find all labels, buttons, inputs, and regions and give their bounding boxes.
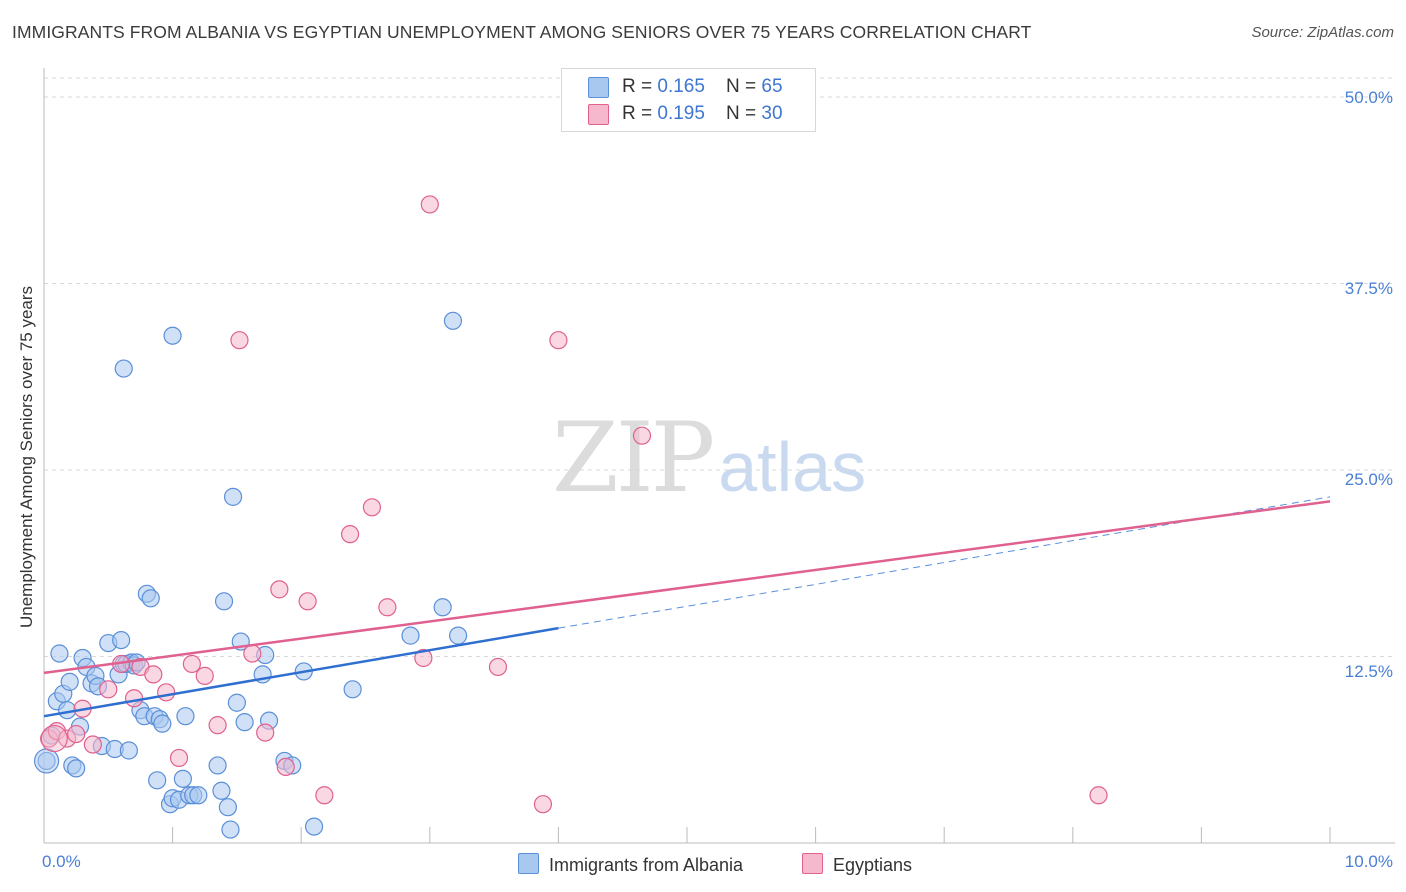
legend-label-albania: Immigrants from Albania [549, 855, 744, 875]
chart-title: IMMIGRANTS FROM ALBANIA VS EGYPTIAN UNEM… [12, 22, 1032, 42]
legend-r-value: 0.165 [657, 76, 705, 97]
egyptians-point [315, 786, 334, 805]
legend-n-label: N = [726, 76, 762, 97]
egyptians-point [182, 654, 201, 674]
y-axis-label: Unemployment Among Seniors over 75 years [17, 285, 36, 629]
albania-point [223, 487, 243, 506]
albania-point [141, 589, 160, 608]
albania-point [173, 769, 192, 788]
egyptians-point [157, 683, 176, 702]
x-tick-label: 0.0% [42, 852, 81, 871]
egyptians-point [270, 580, 289, 599]
egyptians-point [549, 331, 568, 350]
legend-swatch-pink [588, 104, 609, 125]
albania-point [221, 820, 240, 839]
watermark-atlas: atlas [718, 428, 867, 506]
egyptians-point [378, 598, 397, 617]
albania-point [163, 326, 182, 345]
albania-point [60, 672, 79, 691]
egyptians-point [40, 724, 68, 753]
egyptians-trend-line [43, 500, 1331, 675]
albania-point [153, 714, 172, 733]
albania-point [443, 311, 463, 330]
albania-point [448, 626, 468, 645]
series-egyptians [40, 195, 1108, 814]
x-tick-label: 10.0% [1344, 852, 1393, 871]
albania-point [33, 748, 60, 774]
albania-point [50, 644, 69, 663]
egyptians-point [488, 657, 508, 677]
albania-point [112, 630, 131, 650]
watermark: ZIPatlas [552, 402, 866, 514]
source-label: Source: ZipAtlas.com [1251, 24, 1394, 41]
albania-point [176, 707, 195, 726]
egyptians-point [67, 724, 86, 744]
legend-swatch-pink [802, 853, 823, 874]
legend-r-value: 0.195 [657, 103, 705, 124]
egyptians-point [124, 689, 144, 708]
egyptians-point [208, 716, 227, 735]
legend-n-label: N = [726, 103, 762, 124]
egyptians-point [169, 748, 189, 768]
trend-lines [43, 496, 1331, 718]
legend-swatch-blue [518, 853, 539, 874]
egyptians-point [632, 426, 652, 445]
albania-point [304, 817, 324, 836]
albania-point [343, 680, 362, 699]
egyptians-point [99, 680, 118, 699]
albania-point [235, 713, 254, 732]
correlation-legend: R = 0.165 N = 65 R = 0.195 N = 30 [561, 68, 816, 132]
legend-n-value: 65 [761, 76, 783, 97]
egyptians-point [420, 195, 439, 214]
series-albania [33, 311, 468, 839]
albania-trend-line [43, 626, 559, 718]
egyptians-point [298, 592, 317, 611]
watermark-zip: ZIP [552, 402, 715, 514]
egyptians-point [243, 644, 262, 663]
y-tick-label: 25.0% [1344, 470, 1393, 489]
y-tick-label: 12.5% [1344, 662, 1393, 681]
egyptians-point [83, 735, 102, 754]
albania-point [67, 759, 86, 778]
egyptians-point [1089, 786, 1108, 805]
egyptians-point [533, 795, 553, 814]
albania-point [212, 781, 231, 800]
legend-r-label: R = [622, 103, 658, 124]
egyptians-point [276, 757, 295, 777]
egyptians-point [144, 665, 163, 684]
legend-r-label: R = [622, 76, 658, 97]
legend-label-egyptians: Egyptians [833, 855, 913, 875]
egyptians-point [230, 331, 249, 350]
albania-point [433, 598, 452, 617]
albania-point [119, 741, 138, 760]
grid [44, 77, 1395, 657]
axes [43, 68, 1395, 844]
legend-swatch-blue [588, 77, 609, 98]
egyptians-point [256, 723, 275, 742]
legend-item-egyptians: Egyptians [802, 853, 912, 876]
legend-n-value: 30 [761, 103, 783, 124]
albania-point [214, 592, 234, 611]
albania-point [189, 786, 208, 805]
albania-point [148, 771, 167, 790]
albania-point [114, 359, 133, 378]
albania-point [401, 626, 420, 645]
legend-item-albania: Immigrants from Albania [518, 853, 743, 876]
egyptians-point [362, 498, 382, 517]
egyptians-point [414, 648, 433, 668]
y-tick-label: 50.0% [1344, 88, 1393, 107]
y-tick-label: 37.5% [1344, 279, 1393, 298]
egyptians-point [195, 666, 214, 685]
albania-point [227, 693, 246, 712]
albania-point [208, 756, 227, 775]
albania-point [218, 798, 237, 817]
egyptians-point [340, 525, 360, 544]
